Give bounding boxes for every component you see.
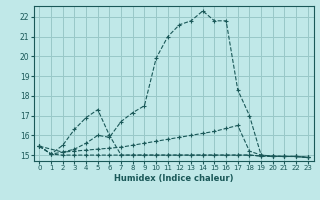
- X-axis label: Humidex (Indice chaleur): Humidex (Indice chaleur): [114, 174, 233, 183]
